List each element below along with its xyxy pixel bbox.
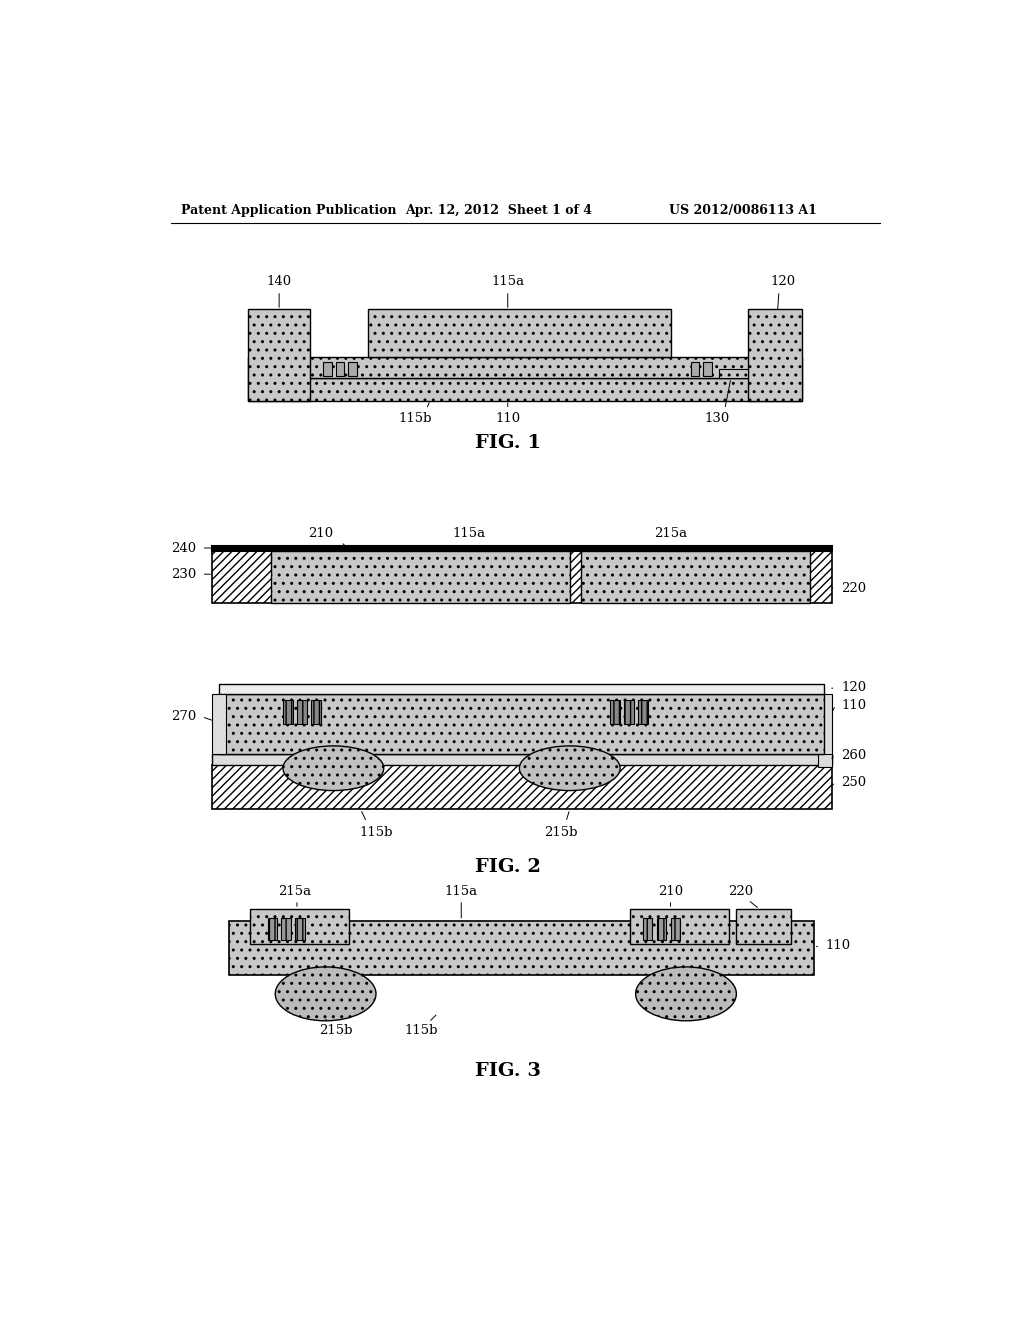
- Bar: [212, 754, 831, 766]
- Bar: [643, 919, 652, 940]
- Bar: [248, 378, 802, 401]
- Bar: [283, 700, 293, 725]
- Bar: [624, 700, 634, 725]
- Text: FIG. 1: FIG. 1: [475, 434, 541, 453]
- Text: FIG. 2: FIG. 2: [475, 858, 541, 875]
- Text: FIG. 3: FIG. 3: [475, 1061, 541, 1080]
- Bar: [818, 693, 831, 767]
- Bar: [336, 363, 344, 376]
- Text: 140: 140: [266, 275, 292, 288]
- Bar: [212, 693, 225, 754]
- Text: 215b: 215b: [544, 825, 578, 838]
- Bar: [690, 363, 699, 376]
- Bar: [582, 552, 810, 603]
- Bar: [369, 309, 671, 358]
- Bar: [271, 552, 569, 603]
- Text: 215a: 215a: [654, 527, 687, 540]
- Bar: [311, 700, 321, 725]
- Text: Apr. 12, 2012  Sheet 1 of 4: Apr. 12, 2012 Sheet 1 of 4: [406, 205, 593, 218]
- Bar: [219, 693, 824, 754]
- Text: 240: 240: [171, 541, 197, 554]
- Text: 115b: 115b: [398, 412, 431, 425]
- Text: 115a: 115a: [492, 275, 524, 288]
- Text: 260: 260: [841, 748, 866, 762]
- Text: 250: 250: [841, 776, 866, 788]
- Text: 110: 110: [841, 698, 866, 711]
- Bar: [251, 909, 349, 944]
- Bar: [671, 919, 680, 940]
- Text: US 2012/0086113 A1: US 2012/0086113 A1: [669, 205, 817, 218]
- Bar: [267, 919, 276, 940]
- Bar: [295, 919, 305, 940]
- Bar: [656, 919, 666, 940]
- Ellipse shape: [519, 746, 621, 791]
- Bar: [610, 700, 621, 725]
- Text: 120: 120: [770, 275, 796, 288]
- Bar: [228, 921, 814, 974]
- Bar: [248, 309, 310, 401]
- Text: Patent Application Publication: Patent Application Publication: [180, 205, 396, 218]
- Bar: [630, 909, 729, 944]
- Bar: [638, 700, 648, 725]
- Bar: [348, 363, 356, 376]
- Text: 220: 220: [728, 884, 753, 898]
- Text: 230: 230: [171, 568, 197, 581]
- Text: 110: 110: [825, 939, 851, 952]
- Bar: [324, 363, 332, 376]
- Text: 215b: 215b: [318, 1023, 352, 1036]
- Text: 110: 110: [496, 412, 520, 425]
- Bar: [219, 684, 824, 693]
- Text: 115b: 115b: [359, 825, 393, 838]
- Text: 115a: 115a: [444, 884, 478, 898]
- Text: 210: 210: [658, 884, 683, 898]
- Text: 270: 270: [171, 710, 197, 723]
- Text: 120: 120: [841, 681, 866, 694]
- Text: 115a: 115a: [453, 527, 485, 540]
- Ellipse shape: [275, 966, 376, 1020]
- Bar: [212, 545, 831, 552]
- Ellipse shape: [283, 746, 384, 791]
- Text: 115b: 115b: [404, 1023, 437, 1036]
- Bar: [212, 766, 831, 809]
- Ellipse shape: [636, 966, 736, 1020]
- Bar: [736, 909, 791, 944]
- Bar: [719, 368, 748, 378]
- Bar: [297, 700, 307, 725]
- Bar: [282, 919, 291, 940]
- Bar: [748, 309, 802, 401]
- Bar: [212, 552, 831, 603]
- Bar: [248, 358, 802, 378]
- Bar: [703, 363, 712, 376]
- Text: 220: 220: [841, 582, 866, 594]
- Text: 130: 130: [705, 412, 730, 425]
- Text: 210: 210: [307, 527, 333, 540]
- Text: 215a: 215a: [279, 884, 311, 898]
